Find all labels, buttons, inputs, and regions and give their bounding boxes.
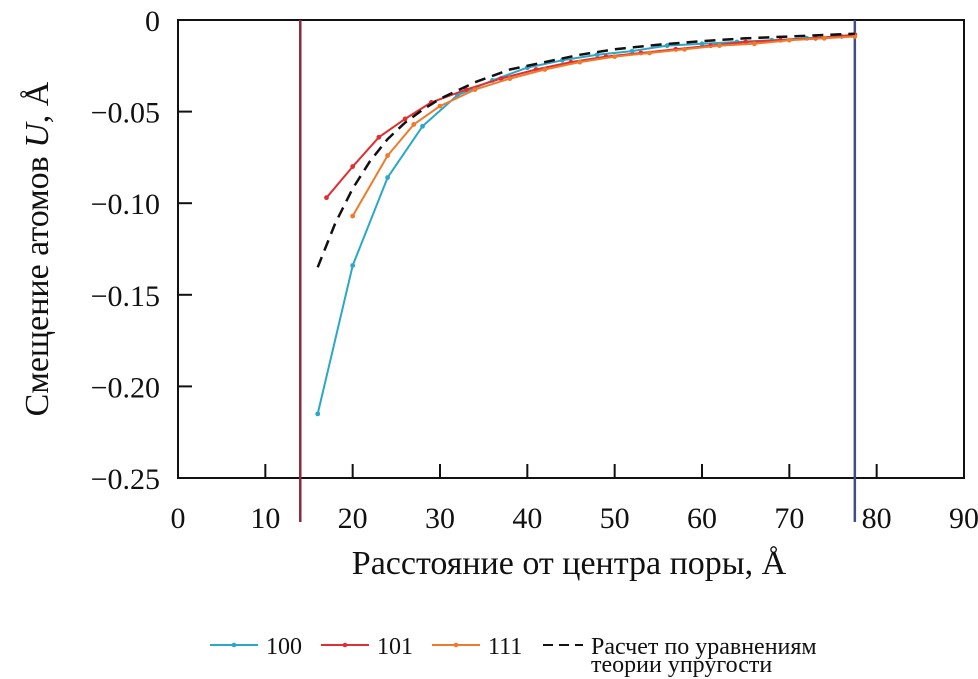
legend-marker-101 (342, 642, 348, 648)
legend-label-111: 111 (488, 634, 522, 660)
series-point-2 (752, 41, 757, 47)
y-axis-title-variable: U (19, 121, 56, 148)
legend-label-theory-line2: теории упругости (591, 652, 772, 678)
series-point-2 (612, 54, 618, 60)
y-tick-label: −0.05 (91, 97, 160, 130)
series-line-3 (316, 32, 855, 268)
y-axis-title-suffix: , Å (19, 81, 56, 123)
series-point-1 (402, 116, 408, 122)
series-point-2 (786, 37, 792, 43)
x-tick-label: 20 (338, 502, 368, 535)
y-tick-label: −0.10 (91, 188, 160, 221)
x-tick-label: 10 (250, 502, 280, 535)
series-point-2 (821, 35, 827, 41)
series-line-2 (351, 35, 855, 217)
series-point-2 (542, 67, 548, 72)
series-point-2 (350, 213, 356, 219)
series-point-0 (420, 123, 425, 129)
legend-marker-100 (231, 642, 237, 648)
plot-area-frame (177, 19, 965, 479)
x-tick-label: 90 (949, 502, 978, 535)
series-point-1 (463, 87, 469, 93)
series-point-0 (385, 175, 390, 180)
vertical-marker-lines (299, 20, 857, 522)
series-point-2 (647, 50, 652, 56)
y-tick-label: −0.20 (91, 371, 160, 404)
legend-label-theory-line1: Расчет по уравнениям (591, 634, 817, 660)
x-tick-label: 40 (512, 502, 542, 535)
series-point-2 (717, 43, 722, 49)
x-tick-label: 50 (600, 502, 630, 535)
series-point-2 (507, 76, 513, 82)
legend: 100 101 111 Расчет по уравнениям теории … (210, 634, 817, 678)
y-axis-title-prefix: Смещение атомов (19, 148, 56, 417)
series-point-2 (472, 87, 478, 93)
series-point-0 (315, 411, 321, 417)
series-point-2 (577, 59, 583, 65)
series-point-0 (664, 43, 670, 49)
y-tick-label: 0 (145, 5, 160, 38)
x-tick-label: 80 (862, 502, 892, 535)
legend-marker-111 (453, 642, 459, 648)
legend-label-101: 101 (377, 634, 413, 660)
y-tick-label: −0.15 (91, 280, 160, 313)
x-axis-ticks: 0 10 20 30 40 50 60 70 80 90 (171, 464, 978, 535)
series-point-2 (385, 153, 390, 158)
y-tick-label: −0.25 (91, 463, 160, 496)
x-axis-title: Расстояние от центра поры, Å (352, 545, 787, 582)
series-point-0 (594, 52, 600, 58)
series-point-2 (852, 34, 858, 39)
series-point-1 (324, 195, 329, 201)
series-point-1 (743, 39, 749, 45)
series-point-1 (498, 76, 504, 82)
series-line-1 (325, 33, 855, 199)
y-axis-title: Смещение атомов U, Å (19, 81, 56, 416)
x-tick-label: 30 (425, 502, 455, 535)
series-group (315, 32, 858, 417)
legend-label-100: 100 (266, 634, 302, 660)
x-tick-label: 70 (774, 502, 804, 535)
series-point-0 (699, 41, 705, 47)
series-point-2 (437, 103, 443, 109)
y-axis-ticks: 0 −0.05 −0.10 −0.15 −0.20 −0.25 (91, 5, 192, 496)
series-point-2 (411, 122, 417, 127)
series-point-0 (629, 48, 635, 54)
series-point-1 (376, 134, 382, 140)
series-point-0 (350, 263, 356, 268)
series-point-1 (350, 164, 356, 169)
x-tick-label: 60 (687, 502, 717, 535)
x-tick-label: 0 (171, 502, 186, 535)
series-point-2 (682, 46, 687, 52)
series-line-0 (316, 33, 855, 415)
